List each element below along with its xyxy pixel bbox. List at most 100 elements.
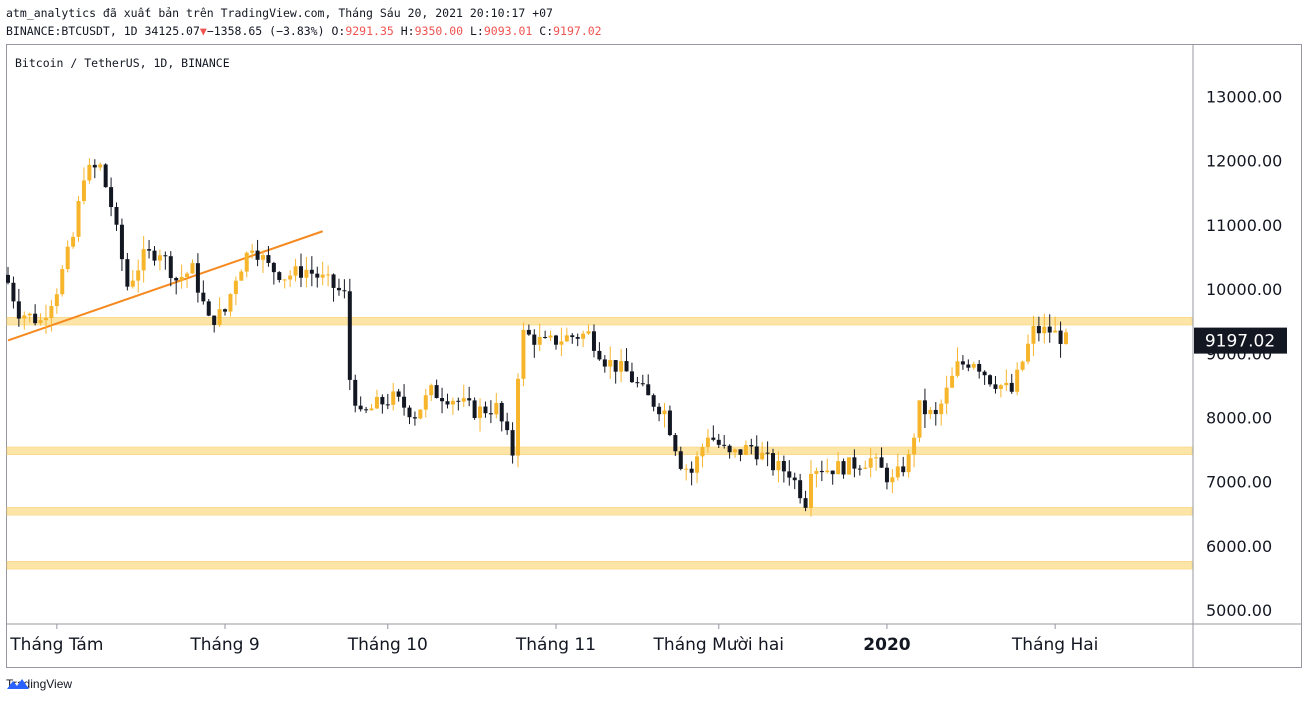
candle-body: [141, 249, 146, 271]
candle-body: [1026, 343, 1031, 362]
open-label: O:: [331, 24, 346, 38]
candle: [60, 265, 65, 297]
low-value: 9093.01: [483, 24, 533, 38]
candle: [884, 463, 889, 490]
candle: [434, 379, 439, 399]
x-tick-label: Tháng Tám: [9, 635, 103, 655]
x-tick-label: Tháng 9: [189, 635, 259, 655]
x-tick-label: Tháng Hai: [1011, 635, 1098, 655]
chart-frame[interactable]: [6, 44, 1302, 668]
candle: [906, 449, 911, 478]
candle-body: [1058, 330, 1063, 344]
candle: [320, 261, 325, 286]
candle-body: [456, 400, 461, 402]
candle: [966, 359, 971, 372]
candle-body: [1009, 382, 1014, 392]
candle-body: [912, 437, 917, 455]
candle-body: [901, 466, 906, 473]
candle-body: [836, 461, 841, 475]
candle-body: [288, 275, 293, 280]
candle: [754, 435, 759, 466]
y-tick-label: 10000.00: [1206, 280, 1282, 299]
candle-body: [49, 306, 54, 318]
candle: [98, 162, 103, 171]
candle: [1004, 369, 1009, 391]
candle-body: [781, 461, 786, 472]
candle-body: [841, 461, 846, 475]
candle: [11, 276, 16, 309]
candle: [271, 261, 276, 285]
x-tick-label: Tháng 11: [515, 635, 596, 655]
candle: [581, 330, 586, 348]
candle: [391, 382, 396, 411]
candle-body: [608, 360, 613, 367]
candle-body: [358, 405, 363, 410]
candle: [955, 347, 960, 378]
candle: [212, 315, 217, 333]
candle: [141, 236, 146, 283]
candle: [331, 273, 336, 302]
candle: [792, 472, 797, 490]
candle-body: [429, 385, 434, 396]
candle-body: [613, 360, 618, 372]
candle-body: [743, 445, 748, 455]
x-tick-label: Tháng 10: [347, 635, 428, 655]
candle: [781, 455, 786, 483]
candle: [944, 375, 949, 415]
candle-body: [450, 400, 455, 405]
candle-body: [1042, 326, 1047, 334]
candle-body: [950, 375, 955, 388]
candle-body: [624, 361, 629, 372]
candle: [711, 425, 716, 442]
candle: [1015, 362, 1020, 396]
candle: [54, 288, 59, 314]
candle: [662, 403, 667, 428]
candle: [532, 329, 537, 358]
candle-body: [228, 294, 233, 312]
candle: [1031, 315, 1036, 357]
candle-body: [695, 456, 700, 473]
candle-body: [114, 207, 119, 225]
candle: [109, 177, 114, 217]
candle: [456, 397, 461, 411]
candle-body: [342, 290, 347, 292]
candle: [852, 449, 857, 478]
candle-body: [521, 329, 526, 379]
candle: [119, 218, 124, 271]
candle-body: [54, 294, 59, 307]
candle-body: [16, 301, 21, 319]
candle: [315, 266, 320, 288]
candle: [825, 458, 830, 474]
candle-body: [993, 384, 998, 389]
candle-body: [808, 473, 813, 508]
candle-body: [635, 382, 640, 384]
candle: [92, 159, 97, 179]
candle-body: [705, 437, 710, 447]
candle-body: [966, 364, 971, 368]
candle: [982, 370, 987, 385]
candle-body: [516, 378, 521, 456]
candle: [277, 271, 282, 283]
candle: [49, 299, 54, 332]
candle-body: [906, 454, 911, 473]
candle: [185, 271, 190, 289]
candle: [152, 246, 157, 266]
candle: [640, 374, 645, 387]
symbol: BINANCE:BTCUSDT, 1D: [6, 24, 138, 38]
candle-body: [152, 250, 157, 261]
candle: [190, 259, 195, 274]
candle-body: [223, 309, 228, 312]
candle-body: [109, 187, 114, 208]
candle: [841, 458, 846, 479]
trend-line[interactable]: [7, 230, 324, 342]
candle: [261, 250, 266, 273]
candle: [857, 465, 862, 476]
candle: [130, 270, 135, 289]
candle: [960, 355, 965, 370]
candle-body: [98, 164, 103, 168]
candle: [516, 373, 521, 468]
candle-body: [955, 361, 960, 376]
candle: [33, 304, 38, 326]
candle-body: [423, 395, 428, 410]
